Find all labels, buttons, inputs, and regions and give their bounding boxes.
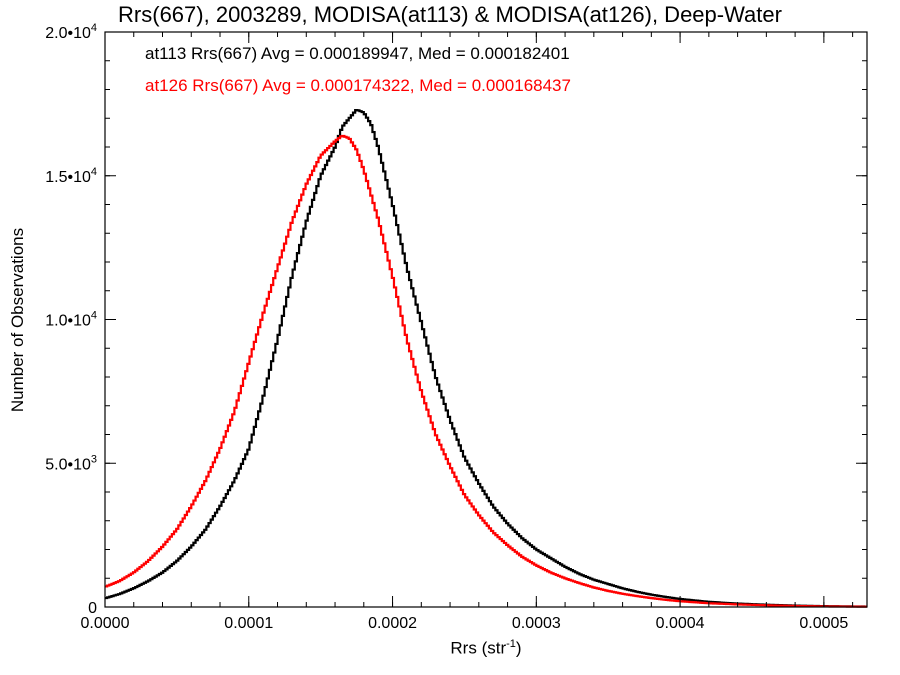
x-tick-label: 0.0002 [368,615,417,632]
x-tick-label: 0.0000 [81,615,130,632]
x-tick-label: 0.0005 [799,615,848,632]
x-axis-label: Rrs (str-1) [450,638,522,658]
y-tick-label: 2.0•104 [45,22,97,42]
series-at126-line [105,134,868,608]
x-tick-label: 0.0001 [224,615,273,632]
y-tick-label: 0 [88,600,97,617]
x-tick-label: 0.0004 [656,615,705,632]
legend-entry-at126: at126 Rrs(667) Avg = 0.000174322, Med = … [145,76,571,95]
y-tick-label: 1.5•104 [45,166,97,186]
legend-entry-at113: at113 Rrs(667) Avg = 0.000189947, Med = … [145,44,570,63]
plot-frame [104,31,868,608]
y-tick-label: 1.0•104 [45,310,97,330]
y-axis-label: Number of Observations [8,227,27,413]
y-tick-label: 5.0•103 [45,453,97,473]
series-at113-line [105,108,868,608]
chart-title: Rrs(667), 2003289, MODISA(at113) & MODIS… [118,2,782,27]
x-tick-label: 0.0003 [512,615,561,632]
